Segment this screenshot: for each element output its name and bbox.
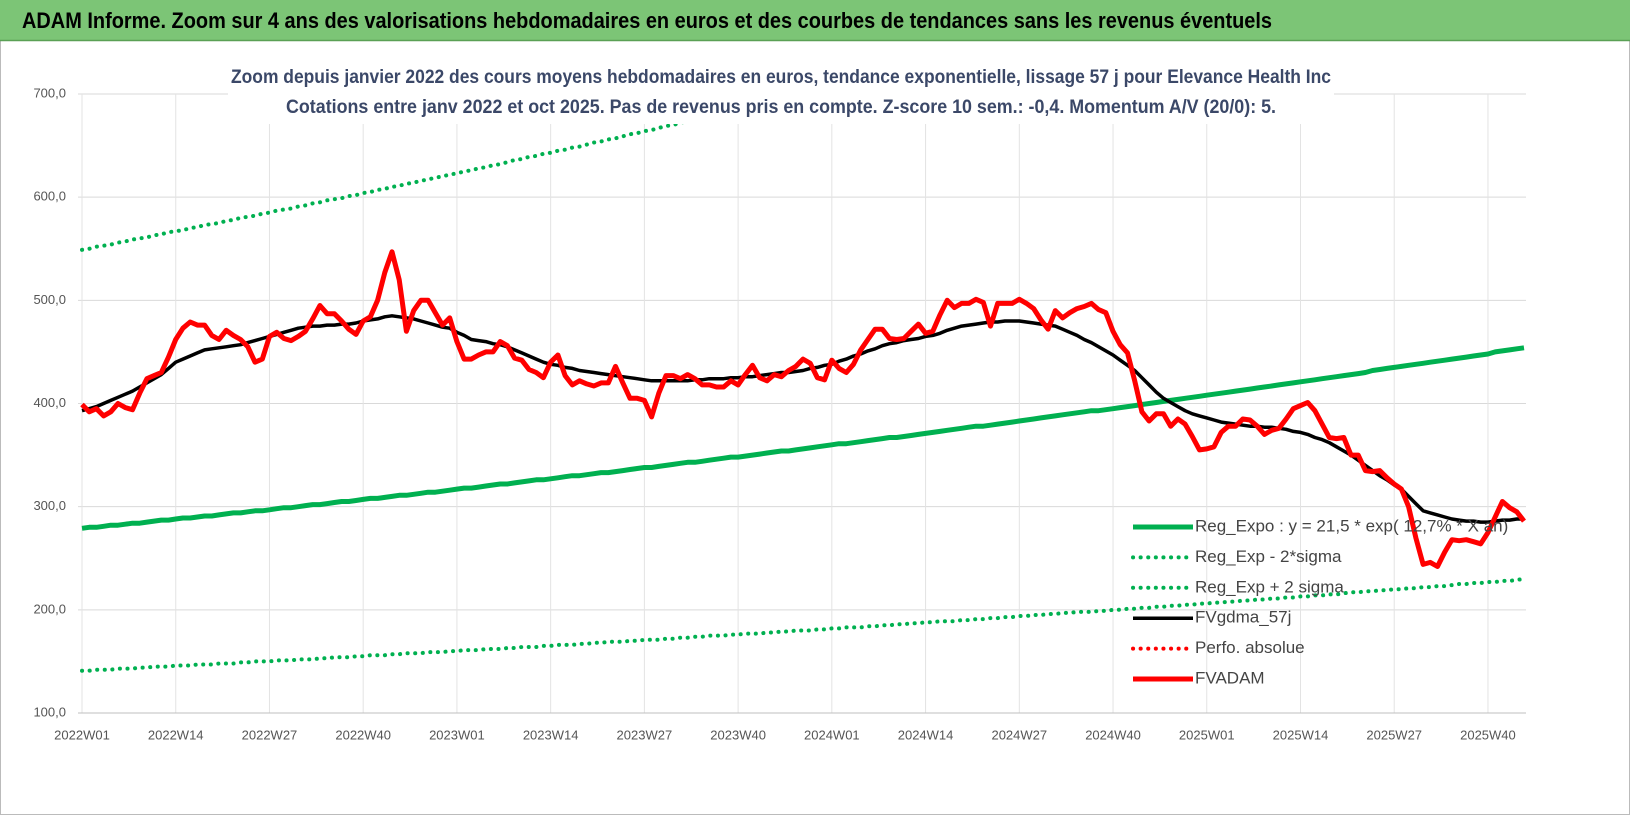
y-tick-label: 200,0 (33, 601, 66, 616)
legend-label: FVADAM (1195, 668, 1265, 687)
x-tick-label: 2025W01 (1179, 727, 1235, 742)
y-tick-label: 100,0 (33, 704, 66, 719)
x-tick-label: 2024W40 (1085, 727, 1141, 742)
subtitle: Cotations entre janv 2022 et oct 2025. P… (286, 97, 1276, 118)
series-line (80, 576, 1526, 673)
series-line (81, 345, 1525, 531)
legend-label: FVgdma_57j (1195, 608, 1291, 627)
x-tick-label: 2025W14 (1273, 727, 1329, 742)
legend: Reg_Expo : y = 21,5 * exp( 12,7% * X an)… (1131, 516, 1508, 687)
title-bar (0, 0, 1630, 40)
chart-title: ADAM Informe. Zoom sur 4 ans des valoris… (22, 8, 1272, 33)
legend-label: Reg_Exp - 2*sigma (1195, 547, 1342, 566)
x-tick-label: 2023W27 (617, 727, 673, 742)
y-tick-label: 300,0 (33, 498, 66, 513)
x-tick-label: 2025W27 (1366, 727, 1422, 742)
x-tick-label: 2023W14 (523, 727, 579, 742)
x-tick-label: 2023W01 (429, 727, 485, 742)
subtitle-box (228, 60, 1334, 124)
y-tick-label: 600,0 (33, 189, 66, 204)
x-tick-label: 2022W01 (54, 727, 110, 742)
y-tick-label: 500,0 (33, 292, 66, 307)
plot (80, 92, 1526, 673)
x-tick-label: 2024W27 (991, 727, 1047, 742)
series-line (81, 314, 1524, 524)
legend-label: Reg_Exp + 2 sigma (1195, 577, 1344, 596)
x-tick-label: 2025W40 (1460, 727, 1516, 742)
legend-label: Reg_Expo : y = 21,5 * exp( 12,7% * X an) (1195, 516, 1508, 535)
legend-label: Perfo. absolue (1195, 638, 1305, 657)
series-line (80, 249, 1526, 569)
x-tick-label: 2022W40 (335, 727, 391, 742)
x-tick-label: 2023W40 (710, 727, 766, 742)
subtitle: Zoom depuis janvier 2022 des cours moyen… (231, 67, 1331, 88)
y-tick-label: 700,0 (33, 85, 66, 100)
x-tick-label: 2024W14 (898, 727, 954, 742)
x-tick-label: 2022W14 (148, 727, 204, 742)
x-tick-label: 2024W01 (804, 727, 860, 742)
y-tick-label: 400,0 (33, 395, 66, 410)
x-tick-label: 2022W27 (242, 727, 298, 742)
